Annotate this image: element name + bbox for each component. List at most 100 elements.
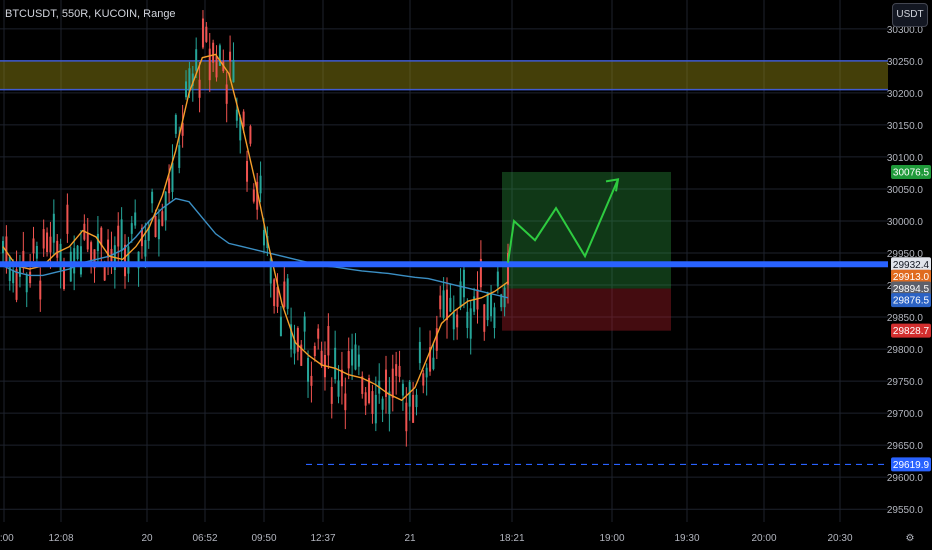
price-label-bg [891, 269, 931, 284]
price-label-bg [891, 281, 931, 296]
candle-body [117, 225, 120, 247]
candle-body [401, 383, 404, 396]
candle-body [357, 354, 360, 367]
time-axis-bg [0, 522, 888, 550]
candle-body [283, 281, 286, 307]
candle-body [147, 227, 150, 241]
candle-body [151, 191, 154, 204]
candle-body [412, 394, 415, 423]
candle-body [35, 245, 38, 259]
candle-body [293, 340, 296, 354]
candle-body [415, 394, 418, 408]
price-tick-label: 29600.0 [887, 473, 924, 484]
price-tick-label: 30000.0 [887, 217, 924, 228]
candle-body [59, 243, 62, 271]
time-axis[interactable]: 9:00 12:08 20 06:52 09:50 12:37 21 18:21 19:00 19… [0, 522, 915, 550]
time-tick-label: 19:00 [599, 533, 624, 544]
candle-body [66, 204, 69, 234]
candle-body [371, 391, 374, 414]
candle-body [32, 238, 35, 254]
target-zone [502, 171, 671, 289]
candle-body [42, 229, 45, 249]
forecast-arrow-head [605, 178, 620, 192]
candle-body [144, 240, 147, 257]
support-line [0, 261, 888, 268]
candle-body [337, 380, 340, 397]
candle-body [15, 269, 18, 300]
time-tick-label: 19:30 [674, 533, 699, 544]
candle-body [344, 393, 347, 411]
candle-body [374, 394, 377, 424]
candle-body [22, 250, 25, 265]
candle-body [347, 351, 350, 369]
candle-body [429, 347, 432, 372]
candle-body [49, 236, 52, 253]
candle-body [462, 269, 465, 298]
time-tick-label: 18:21 [499, 533, 524, 544]
time-tick-label: 12:37 [310, 533, 335, 544]
candle-body [490, 294, 493, 317]
candle-body [259, 175, 262, 194]
time-tick-label: 09:50 [251, 533, 276, 544]
candle-body [286, 278, 289, 309]
candle-body [354, 344, 357, 370]
candle-body [103, 266, 106, 281]
chart-overlays [0, 178, 888, 466]
candle-body [107, 239, 110, 258]
candle-body [442, 290, 445, 318]
candle-body [239, 117, 242, 141]
candle-body [351, 349, 354, 366]
price-label: 29828.7 [893, 326, 930, 337]
candle-body [235, 109, 238, 121]
candle-body [425, 367, 428, 378]
price-tick-label: 30300.0 [887, 25, 924, 36]
price-tick-label: 30100.0 [887, 153, 924, 164]
candle-body [473, 296, 476, 312]
candle-body [296, 327, 299, 352]
candle-body [188, 68, 191, 92]
candle-body [496, 271, 499, 287]
candle-body [256, 181, 259, 210]
candle-body [435, 328, 438, 351]
candle-body [418, 341, 421, 364]
candle-body [120, 219, 123, 252]
candle-body [12, 269, 15, 284]
candle-body [252, 189, 255, 202]
chart-zones [0, 60, 888, 331]
price-tick-label: 29850.0 [887, 313, 924, 324]
candle-body [391, 368, 394, 398]
candle-body [398, 365, 401, 377]
slow-moving-average-line [2, 197, 509, 299]
candle-body [63, 266, 66, 289]
candle-body [246, 160, 249, 182]
candle-body [493, 307, 496, 329]
candle-body [408, 381, 411, 407]
price-tick-label: 29750.0 [887, 377, 924, 388]
price-axis[interactable]: 29550.0 29600.0 29650.0 29700.0 29750.0 29800… [887, 0, 932, 550]
price-label-bg [891, 257, 931, 272]
currency-button[interactable]: USDT [892, 3, 928, 27]
candle-body [388, 391, 391, 415]
candle-body [242, 111, 245, 127]
candle-body [249, 126, 252, 144]
candle-body [18, 262, 21, 277]
candle-body [86, 233, 89, 250]
candle-body [307, 357, 310, 382]
stop-zone [502, 288, 671, 331]
time-tick-label: 9:00 [0, 533, 14, 544]
candle-body [232, 59, 235, 83]
time-tick-label: 20:30 [827, 533, 852, 544]
candle-body [290, 324, 293, 350]
time-tick-label: 06:52 [192, 533, 217, 544]
candle-body [459, 281, 462, 308]
candle-body [171, 162, 174, 192]
candle-body [361, 376, 364, 394]
price-tick-label: 29550.0 [887, 505, 924, 516]
candle-body [422, 373, 425, 386]
price-tick-label: 29700.0 [887, 409, 924, 420]
price-label: 29619.9 [893, 460, 930, 471]
candle-body [157, 219, 160, 240]
gear-icon: ⚙ [906, 533, 915, 544]
candle-body [134, 212, 137, 226]
